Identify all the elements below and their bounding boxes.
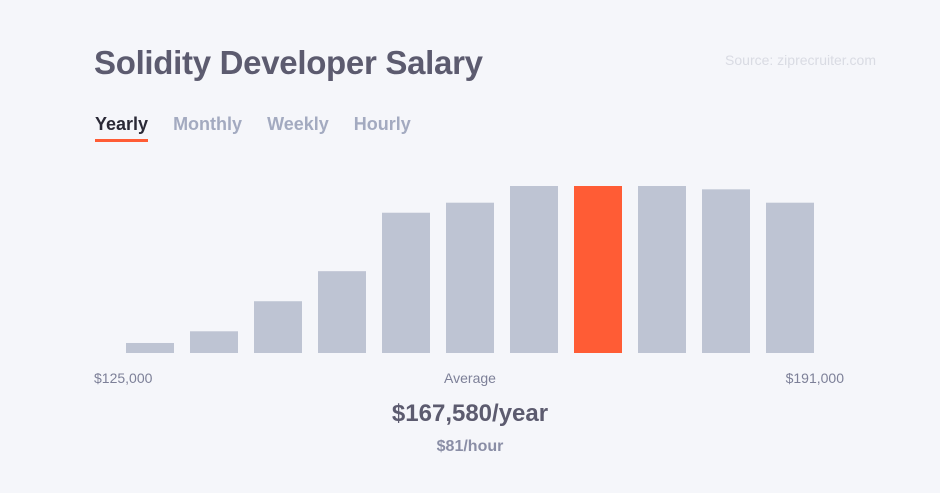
period-tabs: Yearly Monthly Weekly Hourly	[95, 114, 411, 142]
source-label: Source: ziprecruiter.com	[725, 52, 876, 68]
average-label: Average	[444, 370, 496, 386]
min-salary-label: $125,000	[94, 370, 153, 386]
page-title: Solidity Developer Salary	[94, 44, 483, 81]
tab-yearly[interactable]: Yearly	[95, 114, 149, 142]
average-yearly-salary: $167,580/year	[391, 400, 549, 427]
tab-monthly[interactable]: Monthly	[173, 114, 243, 134]
histogram-bar	[446, 202, 494, 353]
histogram-bar	[702, 189, 750, 353]
histogram-bar	[638, 186, 686, 353]
histogram-bar	[254, 301, 302, 353]
histogram-bar	[382, 212, 430, 353]
average-hourly-salary: $81/hour	[436, 438, 504, 455]
tab-hourly[interactable]: Hourly	[353, 114, 411, 134]
tab-weekly[interactable]: Weekly	[267, 114, 329, 134]
histogram-bar	[510, 186, 558, 353]
histogram-bar	[318, 271, 366, 353]
histogram-bar	[126, 342, 174, 353]
histogram-bar	[766, 202, 814, 353]
histogram-bar-average	[574, 186, 622, 353]
max-salary-label: $191,000	[785, 370, 844, 386]
histogram-bar	[190, 331, 238, 353]
